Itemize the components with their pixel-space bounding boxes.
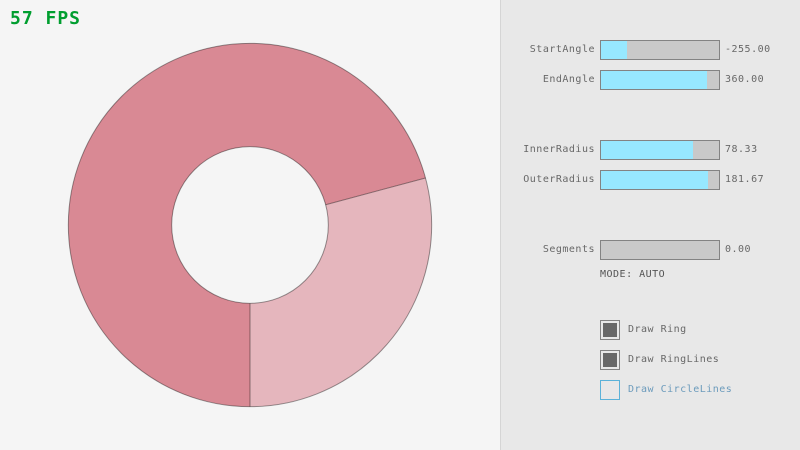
start-angle-value: -255.00 bbox=[725, 44, 771, 55]
draw-ring-checkbox[interactable] bbox=[600, 320, 620, 340]
draw-ringlines-label: Draw RingLines bbox=[628, 354, 720, 365]
outer-radius-label: OuterRadius bbox=[523, 174, 595, 185]
ring-segment-double-pass bbox=[68, 43, 426, 407]
end-angle-label: EndAngle bbox=[542, 74, 595, 85]
inner-radius-label: InnerRadius bbox=[523, 144, 595, 155]
ring-outer-outline bbox=[67, 42, 433, 408]
draw-ringlines-checkbox[interactable] bbox=[600, 350, 620, 370]
inner-radius-value: 78.33 bbox=[725, 144, 758, 155]
end-angle-slider[interactable] bbox=[600, 70, 720, 90]
segments-label: Segments bbox=[542, 244, 595, 255]
start-angle-label: StartAngle bbox=[529, 44, 595, 55]
slider-fill bbox=[601, 171, 709, 189]
segments-value: 0.00 bbox=[725, 244, 752, 255]
outer-radius-value: 181.67 bbox=[725, 174, 765, 185]
slider-fill bbox=[601, 71, 708, 89]
end-angle-value: 360.00 bbox=[725, 74, 765, 85]
outer-radius-slider[interactable] bbox=[600, 170, 720, 190]
fps-counter: 57 FPS bbox=[10, 8, 82, 29]
checkbox-check-mark bbox=[603, 353, 617, 367]
ring-start-cap-line bbox=[325, 177, 426, 206]
ring-segment-single-pass bbox=[250, 177, 432, 407]
segments-slider[interactable] bbox=[600, 240, 720, 260]
slider-fill bbox=[601, 41, 627, 59]
draw-circlelines-label: Draw CircleLines bbox=[628, 384, 733, 395]
draw-ring-label: Draw Ring bbox=[628, 324, 687, 335]
draw-circlelines-checkbox[interactable] bbox=[600, 380, 620, 400]
inner-radius-slider[interactable] bbox=[600, 140, 720, 160]
ring-inner-outline bbox=[171, 146, 329, 304]
start-angle-slider[interactable] bbox=[600, 40, 720, 60]
slider-fill bbox=[601, 141, 694, 159]
checkbox-check-mark bbox=[603, 323, 617, 337]
segments-mode-text: MODE: AUTO bbox=[600, 269, 666, 280]
